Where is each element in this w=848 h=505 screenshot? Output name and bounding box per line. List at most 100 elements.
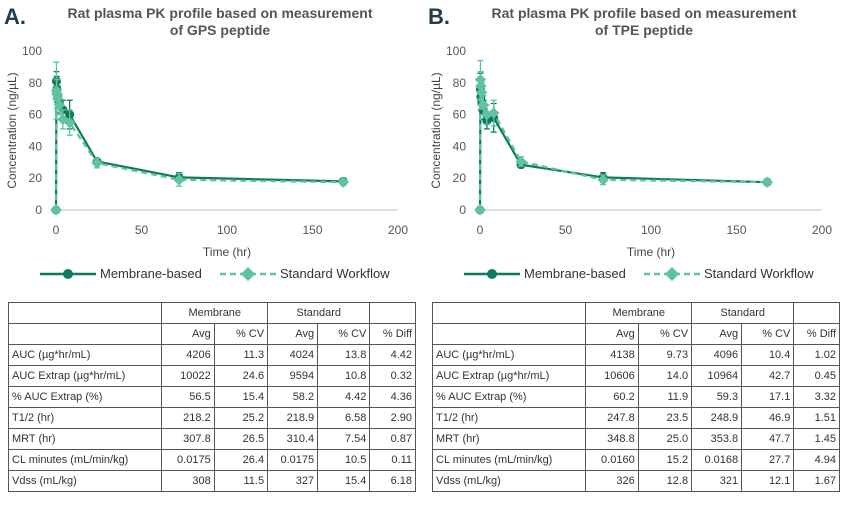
table-column-header: Avg <box>691 323 743 345</box>
table-cell: 15.2 <box>637 449 693 471</box>
y-tick-label: 60 <box>29 108 43 122</box>
x-tick-label: 50 <box>559 223 573 237</box>
y-tick-label: 40 <box>29 139 43 153</box>
table-column-header-row: Avg% CV Avg% CV% Diff <box>431 323 840 345</box>
table-group-header-row: Membrane Standard <box>431 302 840 324</box>
table-cell: 1.67 <box>793 470 840 492</box>
table-row-label: AUC Extrap (µg*hr/mL) <box>431 365 587 387</box>
table-cell: 10.4 <box>741 344 795 366</box>
table-corner-cell <box>7 302 163 324</box>
y-tick-label: 40 <box>453 139 467 153</box>
series-line <box>54 81 344 211</box>
y-tick-label: 100 <box>446 44 466 58</box>
table-cell: 310.4 <box>267 428 319 450</box>
table-cell: 25.2 <box>213 407 269 429</box>
table-cell: 56.5 <box>161 386 215 408</box>
x-tick-label: 0 <box>477 223 484 237</box>
pk-parameters-table: Membrane Standard Avg% CV Avg% CV% Diff AUC … <box>7 302 416 492</box>
table-column-header: % Diff <box>793 323 840 345</box>
data-point <box>50 204 62 216</box>
table-cell: 327 <box>267 470 319 492</box>
chart-title-line2: of GPS peptide <box>169 22 271 38</box>
table-column-header: % CV <box>741 323 795 345</box>
table-corner-cell <box>431 302 587 324</box>
table-cell: 59.3 <box>691 386 743 408</box>
x-tick-label: 0 <box>53 223 60 237</box>
legend-label-membrane: Membrane-based <box>524 266 626 281</box>
table-cell: 4206 <box>161 344 215 366</box>
chart-title-line1: Rat plasma PK profile based on measureme… <box>67 5 373 21</box>
table-row-label: AUC (µg*hr/mL) <box>431 344 587 366</box>
table-cell: 308 <box>161 470 215 492</box>
table-cell: 15.4 <box>213 386 269 408</box>
table-row: Vdss (mL/kg) 326 12.8 321 12.1 1.67 <box>431 470 840 492</box>
table-cell: 6.18 <box>369 470 416 492</box>
panel-b: B. Rat plasma PK profile based on measur… <box>424 0 848 505</box>
table-row-label: Vdss (mL/kg) <box>431 470 587 492</box>
table-row: Vdss (mL/kg) 308 11.5 327 15.4 6.18 <box>7 470 416 492</box>
table-cell: 6.58 <box>317 407 371 429</box>
table-cell: 42.7 <box>741 365 795 387</box>
table-cell: 0.45 <box>793 365 840 387</box>
x-axis-title: Time (hr) <box>627 245 675 259</box>
table-row: CL minutes (mL/min/kg) 0.0175 26.4 0.0175 10… <box>7 449 416 471</box>
table-cell: 321 <box>691 470 743 492</box>
table-row-label: AUC (µg*hr/mL) <box>7 344 163 366</box>
x-tick-label: 150 <box>302 223 322 237</box>
y-tick-label: 80 <box>29 76 43 90</box>
table-cell: 23.5 <box>637 407 693 429</box>
table-row-label: MRT (hr) <box>431 428 587 450</box>
table-row: T1/2 (hr) 218.2 25.2 218.9 6.58 2.90 <box>7 407 416 429</box>
table-cell: 25.0 <box>637 428 693 450</box>
chart-legend: Membrane-based Standard Workflow <box>40 266 400 286</box>
table-row-label: CL minutes (mL/min/kg) <box>7 449 163 471</box>
x-tick-label: 100 <box>217 223 237 237</box>
table-column-header: % CV <box>317 323 371 345</box>
legend-swatch-standard <box>644 266 700 281</box>
table-row-label: Vdss (mL/kg) <box>7 470 163 492</box>
table-cell: 218.9 <box>267 407 319 429</box>
table-empty-cell <box>793 302 840 324</box>
table-group-membrane: Membrane <box>161 302 269 324</box>
x-tick-label: 150 <box>726 223 746 237</box>
legend-swatch-membrane <box>40 268 96 279</box>
table-cell: 307.8 <box>161 428 215 450</box>
panel-letter: B. <box>428 4 450 29</box>
legend-label-standard: Standard Workflow <box>704 266 814 281</box>
table-column-header: Avg <box>585 323 639 345</box>
table-cell: 15.4 <box>317 470 371 492</box>
data-point <box>91 157 103 169</box>
table-row: % AUC Extrap (%) 60.2 11.9 59.3 17.1 3.32 <box>431 386 840 408</box>
chart-title-line1: Rat plasma PK profile based on measureme… <box>491 5 797 21</box>
table-column-header: Avg <box>161 323 215 345</box>
table-cell: 24.6 <box>213 365 269 387</box>
panel-letter: A. <box>4 4 26 29</box>
table-cell: 247.8 <box>585 407 639 429</box>
x-axis-title: Time (hr) <box>203 245 251 259</box>
y-tick-label: 20 <box>29 171 43 185</box>
legend-swatch-standard <box>220 266 276 281</box>
table-row: T1/2 (hr) 247.8 23.5 248.9 46.9 1.51 <box>431 407 840 429</box>
table-cell: 10.8 <box>317 365 371 387</box>
chart-title: Rat plasma PK profile based on measureme… <box>60 5 380 39</box>
legend-item-membrane: Membrane-based <box>464 266 626 281</box>
table-cell: 58.2 <box>267 386 319 408</box>
table-cell: 47.7 <box>741 428 795 450</box>
table-cell: 0.0168 <box>691 449 743 471</box>
table-group-header-row: Membrane Standard <box>7 302 416 324</box>
data-point <box>53 99 66 111</box>
table-cell: 17.1 <box>741 386 795 408</box>
table-cell: 4024 <box>267 344 319 366</box>
data-point <box>477 99 490 111</box>
x-tick-label: 100 <box>641 223 661 237</box>
series-membrane <box>475 72 772 215</box>
table-row-label: % AUC Extrap (%) <box>431 386 587 408</box>
table-cell: 11.9 <box>637 386 693 408</box>
data-point <box>173 174 185 186</box>
table-cell: 46.9 <box>741 407 795 429</box>
series-standard <box>474 59 773 216</box>
table-column-header: % Diff <box>369 323 416 345</box>
data-point <box>474 204 486 216</box>
table-row: AUC Extrap (µg*hr/mL) 10606 14.0 10964 42.7 0… <box>431 365 840 387</box>
table-column-header: % CV <box>637 323 693 345</box>
